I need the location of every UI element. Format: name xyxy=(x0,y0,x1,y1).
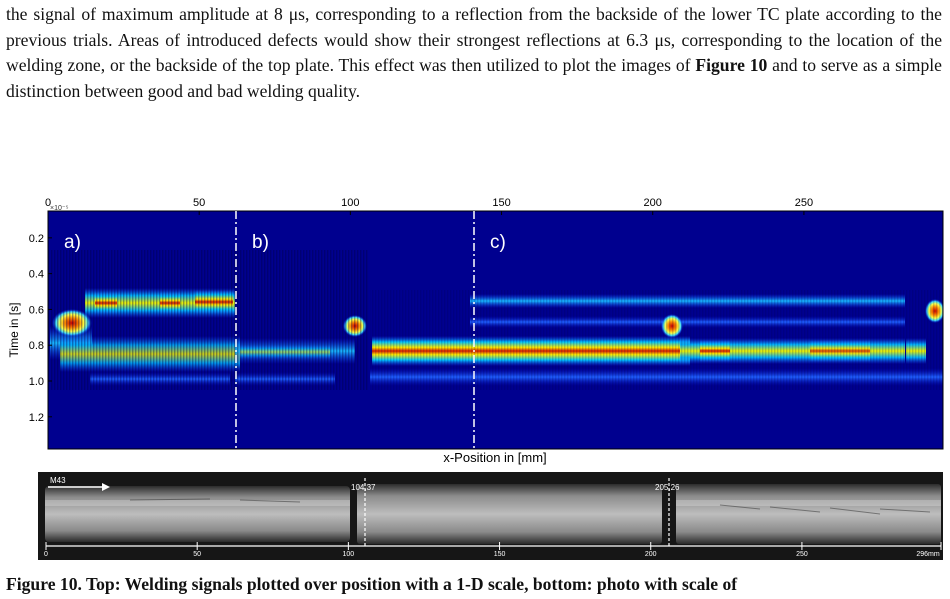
caption-prefix: Figure 10. Top: Welding signals plotted … xyxy=(6,574,738,594)
body-paragraph: the signal of maximum amplitude at 8 μs,… xyxy=(6,2,942,104)
scale-tick-label: 100 xyxy=(343,551,355,558)
marker-label-1: 104,37 xyxy=(351,483,376,492)
region-label-a: a) xyxy=(64,232,81,253)
sample-label: M43 xyxy=(50,476,66,485)
scale-tick-label: 0 xyxy=(44,551,48,558)
region-label-c: c) xyxy=(490,232,506,253)
heatmap-signal xyxy=(48,250,943,390)
top-tick-label: 250 xyxy=(795,197,813,209)
paragraph-line-3: strongest reflections at 6.3 μs, corresp… xyxy=(6,29,943,76)
scale-tick-label: 50 xyxy=(193,551,201,558)
y-tick-label: 1.0 xyxy=(29,376,44,388)
top-tick-label: 100 xyxy=(341,197,359,209)
marker-label-2: 205,26 xyxy=(655,483,680,492)
axis-exponent: ×10⁻⁵ xyxy=(50,205,69,212)
paragraph-line-2: lower TC plate according to the previous… xyxy=(6,4,942,50)
scale-tick-label: 150 xyxy=(494,551,506,558)
weld-photo: M43 104,37 205,26 0 50 100 150 200 250 296mm xyxy=(38,472,943,560)
figure-reference[interactable]: Figure 10 xyxy=(695,55,768,76)
arrow-head-icon xyxy=(102,483,110,491)
paragraph-line-4b: and to serve as a xyxy=(767,55,891,76)
top-tick-label: 50 xyxy=(193,197,205,209)
x-axis-label: x-Position in [mm] xyxy=(443,450,546,465)
y-tick-label: 0.6 xyxy=(29,304,44,316)
y-tick-label: 0.4 xyxy=(29,269,44,281)
top-axis: 0 50 100 150 200 250 xyxy=(45,197,813,215)
scale-tick-label: 296mm xyxy=(916,551,940,558)
scale-tick-label: 200 xyxy=(645,551,657,558)
y-tick-label: 0.8 xyxy=(29,340,44,352)
paragraph-line-1: the signal of maximum amplitude at 8 μs,… xyxy=(6,4,706,24)
top-tick-label: 200 xyxy=(644,197,662,209)
y-axis-label: Time in [s] xyxy=(7,303,21,358)
y-axis: 0.2 0.4 0.6 0.8 1.0 1.2 xyxy=(29,233,52,424)
top-tick-label: 0 xyxy=(45,197,51,209)
paragraph-line-5: simple distinction between good and bad … xyxy=(6,55,942,101)
y-tick-label: 1.2 xyxy=(29,412,44,424)
paragraph-line-4a: of the top plate. This effect was then u… xyxy=(222,55,696,76)
y-tick-label: 0.2 xyxy=(29,233,44,245)
figure-caption: Figure 10. Top: Welding signals plotted … xyxy=(6,572,946,597)
scale-tick-label: 250 xyxy=(796,551,808,558)
top-tick-label: 150 xyxy=(492,197,510,209)
region-label-b: b) xyxy=(252,232,269,253)
